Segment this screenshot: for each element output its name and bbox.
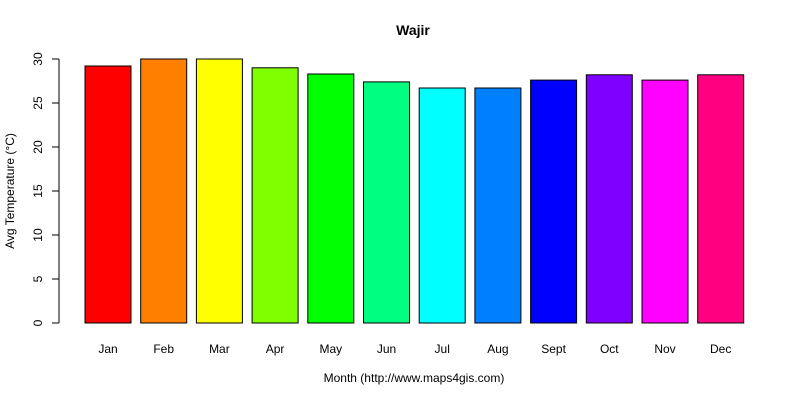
bar-jun: [363, 81, 410, 324]
x-tick-label: Sept: [541, 342, 566, 356]
bar-group: [84, 58, 745, 324]
bar-oct: [585, 74, 633, 324]
x-tick-label: Feb: [153, 342, 174, 356]
x-tick-label: Jan: [98, 342, 117, 356]
y-tick-label: 30: [31, 52, 45, 66]
bar-apr: [251, 67, 299, 324]
y-tick-label: 5: [31, 275, 45, 282]
bar-dec: [697, 74, 745, 324]
x-tick-label: Jun: [377, 342, 396, 356]
x-tick-label: Aug: [487, 342, 508, 356]
bar-aug: [474, 87, 522, 324]
x-tick-label: Nov: [654, 342, 675, 356]
x-tick-label: Apr: [266, 342, 285, 356]
x-tick-label: May: [319, 342, 342, 356]
bar-sept: [530, 79, 578, 324]
bar-nov: [641, 79, 689, 324]
x-axis-labels: Jan Feb Mar Apr May Jun Jul Aug Sept Oct Nov Dec: [98, 342, 731, 356]
x-tick-label: Mar: [209, 342, 230, 356]
bar-feb: [140, 58, 188, 324]
y-tick-label: 20: [31, 140, 45, 154]
chart-title: Wajir: [396, 22, 430, 38]
x-tick-label: Oct: [600, 342, 619, 356]
y-tick-label: 25: [31, 96, 45, 110]
bar-jan: [84, 65, 132, 324]
y-axis-label: Avg Temperature (°C): [3, 133, 17, 249]
x-axis-label: Month (http://www.maps4gis.com): [324, 371, 505, 385]
y-axis: 0 5 10 15 20 25 30: [31, 52, 60, 326]
x-tick-label: Dec: [710, 342, 731, 356]
bar-jul: [418, 87, 466, 324]
x-tick-label: Jul: [435, 342, 450, 356]
y-tick-label: 15: [31, 184, 45, 198]
bar-may: [307, 73, 355, 324]
y-tick-label: 10: [31, 228, 45, 242]
y-tick-label: 0: [31, 319, 45, 326]
bar-mar: [195, 58, 243, 324]
